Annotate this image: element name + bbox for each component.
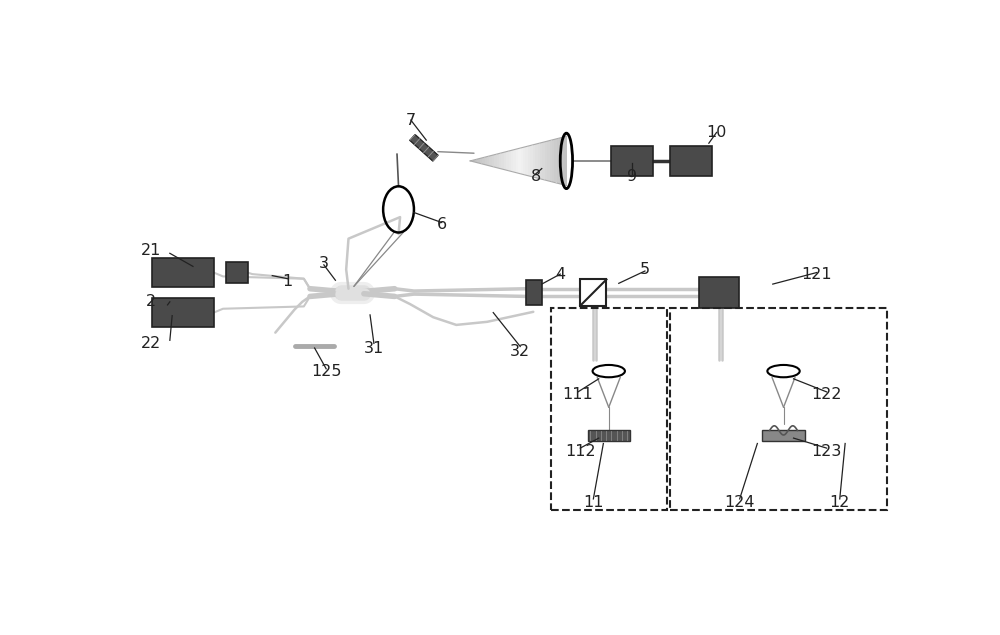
Text: 112: 112 <box>565 444 596 458</box>
Bar <box>482 158 485 164</box>
Bar <box>562 138 565 184</box>
Text: 121: 121 <box>801 267 832 281</box>
Text: 122: 122 <box>811 387 842 402</box>
Text: 21: 21 <box>140 243 161 258</box>
Bar <box>611 145 653 177</box>
Polygon shape <box>410 135 438 161</box>
Bar <box>554 139 558 182</box>
Bar <box>762 431 805 441</box>
Bar <box>487 157 490 165</box>
Bar <box>564 137 567 185</box>
Bar <box>506 152 509 170</box>
Text: 111: 111 <box>563 387 593 402</box>
Text: 123: 123 <box>811 444 842 458</box>
Text: 3: 3 <box>319 256 329 271</box>
Text: 8: 8 <box>530 169 541 184</box>
Bar <box>499 154 502 168</box>
Text: 31: 31 <box>364 340 384 356</box>
Bar <box>530 145 533 177</box>
Bar <box>580 279 606 305</box>
Text: 2: 2 <box>146 294 156 309</box>
Bar <box>559 138 562 184</box>
Bar <box>533 145 536 177</box>
Text: 125: 125 <box>311 364 341 378</box>
Bar <box>538 144 541 178</box>
Text: 124: 124 <box>724 495 755 509</box>
Bar <box>492 156 495 166</box>
Text: 10: 10 <box>706 125 727 140</box>
Text: 11: 11 <box>583 495 604 509</box>
Text: 4: 4 <box>555 267 565 281</box>
Bar <box>523 147 526 175</box>
Bar <box>485 157 488 164</box>
Bar <box>535 144 538 178</box>
Bar <box>545 142 548 180</box>
Bar <box>550 140 553 181</box>
Bar <box>588 431 630 441</box>
Bar <box>540 143 543 179</box>
Text: 22: 22 <box>140 336 161 351</box>
Bar <box>513 150 517 172</box>
Bar <box>477 159 481 163</box>
Text: 7: 7 <box>406 112 416 128</box>
Bar <box>226 262 248 283</box>
Bar <box>152 298 214 327</box>
Bar <box>526 280 542 305</box>
Bar <box>501 153 505 169</box>
Bar <box>547 141 550 180</box>
Text: 12: 12 <box>830 495 850 509</box>
Bar <box>699 277 739 308</box>
Bar <box>552 140 555 182</box>
Bar <box>473 160 476 161</box>
Bar <box>480 159 483 163</box>
Text: 6: 6 <box>437 217 447 232</box>
Bar <box>542 142 546 179</box>
Bar <box>152 258 214 287</box>
Bar <box>489 156 493 166</box>
Bar <box>525 147 529 175</box>
Bar <box>511 150 514 171</box>
Bar <box>494 155 497 167</box>
Bar <box>516 149 519 173</box>
Text: 5: 5 <box>640 262 650 277</box>
Text: 1: 1 <box>283 274 293 290</box>
Text: 9: 9 <box>627 169 637 184</box>
Bar <box>497 154 500 168</box>
Bar <box>528 146 531 176</box>
Bar <box>670 145 712 177</box>
Bar <box>504 152 507 170</box>
Bar <box>475 159 478 162</box>
Text: 32: 32 <box>510 344 530 359</box>
Bar <box>509 151 512 171</box>
Bar <box>521 148 524 174</box>
Bar <box>557 138 560 183</box>
Bar <box>518 149 521 173</box>
